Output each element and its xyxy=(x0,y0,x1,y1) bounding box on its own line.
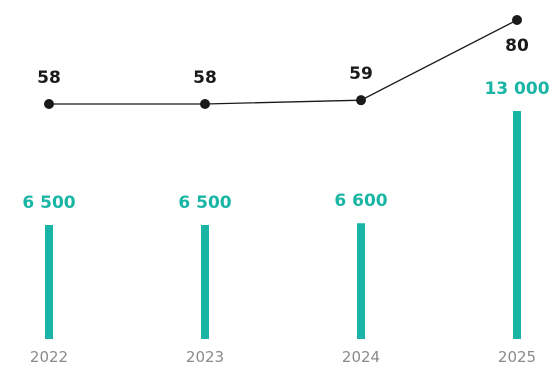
bar-value-label-2024: 6 600 xyxy=(334,191,387,211)
line-point-2025 xyxy=(512,15,522,25)
x-tick-label-2023: 2023 xyxy=(186,348,224,365)
line-value-label-2025: 80 xyxy=(505,36,529,56)
line-value-labels: 58 58 59 80 xyxy=(37,36,529,88)
bar-value-label-2023: 6 500 xyxy=(178,193,231,213)
line-point-2022 xyxy=(44,99,54,109)
bar-2025 xyxy=(513,111,521,339)
line-value-label-2024: 59 xyxy=(349,64,373,84)
bar-2022 xyxy=(45,225,53,339)
line-value-label-2023: 58 xyxy=(193,68,217,88)
line-value-label-2022: 58 xyxy=(37,68,61,88)
x-tick-label-2022: 2022 xyxy=(30,348,68,365)
bar-value-label-2022: 6 500 xyxy=(22,193,75,213)
bar-value-label-2025: 13 000 xyxy=(484,79,549,99)
line-point-2024 xyxy=(356,95,366,106)
bar-series xyxy=(45,111,521,339)
x-tick-label-2024: 2024 xyxy=(342,348,380,365)
bar-2024 xyxy=(357,223,365,339)
line-series xyxy=(44,15,522,109)
line-path xyxy=(49,19,518,105)
x-tick-label-2025: 2025 xyxy=(498,348,536,365)
x-axis-tick-labels: 2022 2023 2024 2025 xyxy=(30,348,536,365)
line-point-2023 xyxy=(200,99,210,109)
bar-2023 xyxy=(201,225,209,339)
bar-value-labels: 6 500 6 500 6 600 13 000 xyxy=(22,79,549,213)
